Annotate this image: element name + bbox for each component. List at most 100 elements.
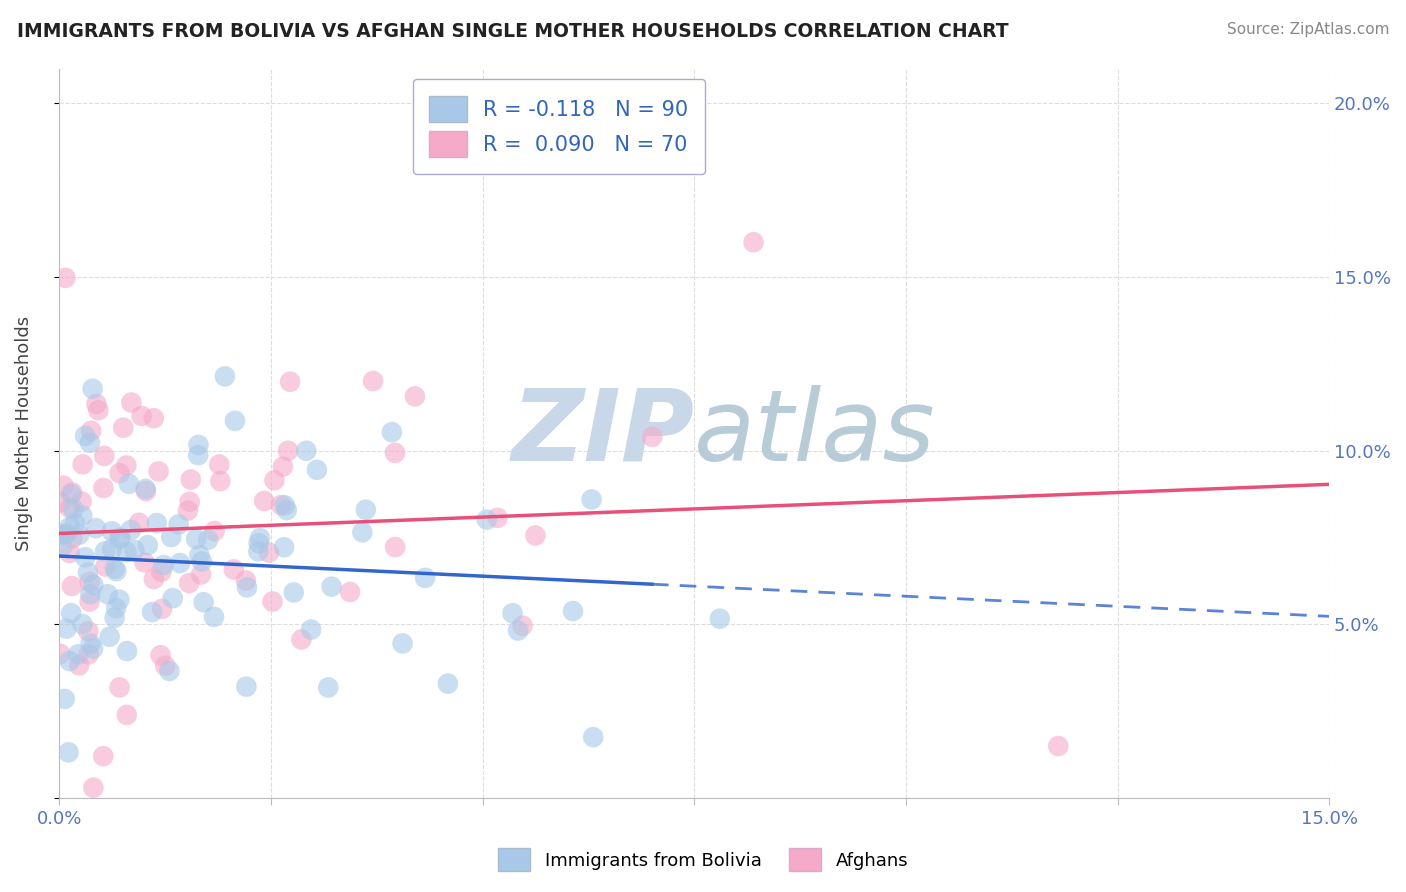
Text: ZIP: ZIP [512, 384, 695, 482]
Point [79, 435, 101, 450]
Point [157, 664, 180, 678]
Point [79, 587, 101, 601]
Point [247, 536, 270, 550]
Point [236, 581, 259, 595]
Point [104, 562, 127, 576]
Text: IMMIGRANTS FROM BOLIVIA VS AFGHAN SINGLE MOTHER HOUSEHOLDS CORRELATION CHART: IMMIGRANTS FROM BOLIVIA VS AFGHAN SINGLE… [17, 22, 1008, 41]
Point [101, 541, 124, 556]
Point [204, 524, 226, 538]
Point [276, 503, 298, 517]
Point [108, 592, 131, 607]
Point [97, 587, 120, 601]
Point [361, 374, 384, 388]
Point [60, 606, 83, 620]
Point [162, 591, 184, 606]
Point [72, 617, 94, 632]
Point [263, 473, 285, 487]
Point [193, 595, 215, 609]
Point [581, 492, 603, 507]
Point [290, 632, 312, 647]
Point [128, 516, 150, 530]
Point [214, 369, 236, 384]
Point [277, 443, 299, 458]
Point [208, 458, 231, 472]
Point [79, 594, 101, 608]
Point [82, 382, 104, 396]
Point [247, 544, 270, 558]
Point [49, 495, 72, 509]
Point [187, 448, 209, 462]
Point [188, 548, 211, 562]
Point [77, 624, 100, 639]
Point [110, 531, 132, 545]
Point [63, 516, 86, 531]
Point [413, 571, 436, 585]
Point [257, 545, 280, 559]
Point [105, 601, 128, 615]
Point [295, 443, 318, 458]
Point [93, 481, 115, 495]
Point [60, 579, 83, 593]
Point [80, 424, 103, 438]
Point [91, 749, 114, 764]
Point [112, 420, 135, 434]
Point [270, 498, 292, 512]
Point [224, 414, 246, 428]
Point [108, 681, 131, 695]
Point [53, 527, 76, 541]
Point [321, 580, 343, 594]
Point [155, 658, 177, 673]
Point [135, 484, 157, 499]
Point [77, 566, 100, 580]
Point [160, 530, 183, 544]
Point [115, 545, 138, 559]
Point [105, 564, 128, 578]
Point [150, 565, 173, 579]
Point [52, 478, 75, 492]
Point [67, 527, 90, 541]
Point [381, 425, 404, 439]
Point [167, 517, 190, 532]
Point [124, 543, 146, 558]
Point [55, 270, 77, 285]
Point [142, 411, 165, 425]
Point [191, 554, 214, 568]
Point [101, 524, 124, 539]
Point [87, 403, 110, 417]
Point [120, 395, 142, 409]
Point [62, 502, 84, 516]
Point [222, 562, 245, 576]
Text: Source: ZipAtlas.com: Source: ZipAtlas.com [1226, 22, 1389, 37]
Point [209, 474, 232, 488]
Point [120, 523, 142, 537]
Point [60, 487, 83, 501]
Point [72, 508, 94, 523]
Point [187, 438, 209, 452]
Point [55, 526, 77, 541]
Point [582, 730, 605, 744]
Point [59, 654, 82, 668]
Point [55, 622, 77, 636]
Point [249, 531, 271, 545]
Point [60, 531, 83, 545]
Point [82, 641, 104, 656]
Point [131, 409, 153, 423]
Point [67, 648, 90, 662]
Point [134, 555, 156, 569]
Point [67, 658, 90, 673]
Point [316, 681, 339, 695]
Point [283, 585, 305, 599]
Point [502, 606, 524, 620]
Point [49, 647, 72, 661]
Point [141, 605, 163, 619]
Legend: R = -0.118   N = 90, R =  0.090   N = 70: R = -0.118 N = 90, R = 0.090 N = 70 [412, 78, 706, 174]
Point [59, 546, 82, 560]
Point [152, 558, 174, 573]
Point [98, 630, 121, 644]
Point [70, 494, 93, 508]
Point [197, 533, 219, 547]
Point [58, 520, 80, 534]
Point [75, 550, 97, 565]
Point [506, 624, 529, 638]
Point [742, 235, 765, 250]
